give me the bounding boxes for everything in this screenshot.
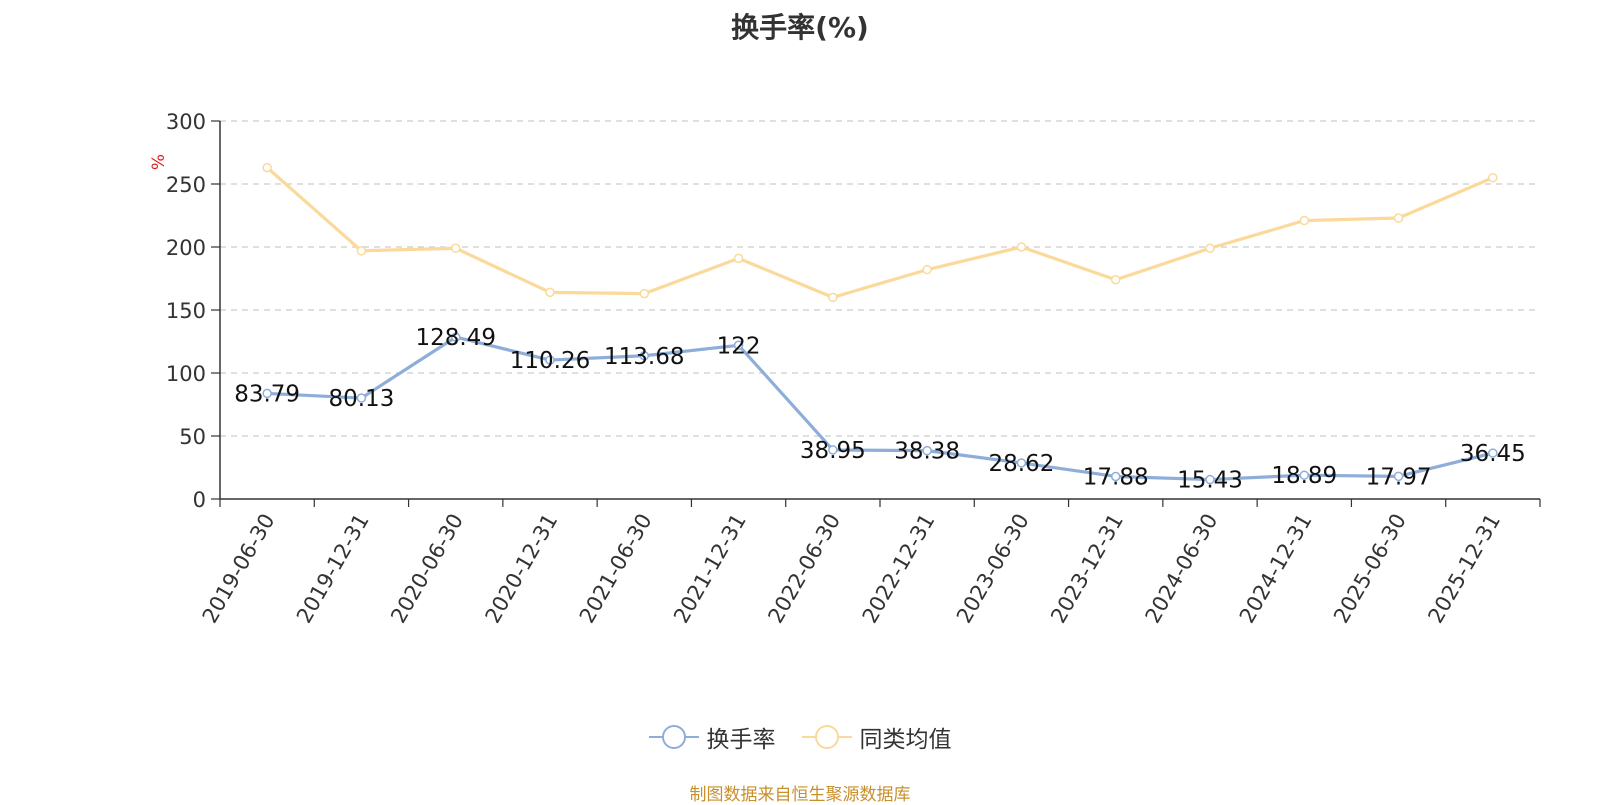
data-point-0 (828, 445, 838, 455)
data-point-0 (356, 393, 367, 403)
x-tick-label: 2021-06-30 (575, 510, 657, 628)
x-tick-label: 2022-06-30 (763, 510, 845, 628)
chart-title: 换手率(%) (731, 11, 869, 44)
y-tick-label: 50 (179, 425, 206, 449)
data-point-1 (1488, 172, 1498, 183)
legend-peer-average-icon (801, 725, 852, 749)
data-point-1 (1393, 213, 1404, 223)
legend-turnover-icon (648, 725, 699, 749)
data-label: 122 (717, 333, 761, 359)
data-label: 38.95 (800, 438, 866, 464)
data-point-1 (262, 162, 272, 173)
x-tick-label: 2024-12-31 (1235, 510, 1317, 628)
x-tick-label: 2020-12-31 (481, 510, 563, 628)
x-tick-label: 2021-12-31 (669, 510, 751, 628)
data-point-0 (1299, 470, 1310, 480)
data-point-1 (1110, 275, 1121, 285)
y-tick-label: 100 (166, 362, 206, 386)
legend-label-peer-average: 同类均值 (859, 727, 952, 753)
x-tick-label: 2025-06-30 (1329, 510, 1411, 628)
data-point-0 (1393, 471, 1404, 482)
data-point-0 (1110, 471, 1121, 482)
y-axis-unit-label: % (149, 154, 169, 170)
data-label: 17.97 (1366, 464, 1432, 490)
series-line-1 (266, 166, 1494, 299)
legend: 换手率 同类均值 (0, 720, 1600, 754)
data-label: 15.43 (1177, 468, 1243, 494)
legend-item-peer-average[interactable]: 同类均值 (801, 720, 952, 754)
y-tick-label: 300 (166, 110, 206, 134)
data-point-0 (922, 445, 932, 456)
data-point-0 (1205, 474, 1215, 485)
x-tick-label: 2022-12-31 (858, 509, 940, 627)
data-point-1 (828, 292, 838, 303)
data-label: 38.38 (894, 439, 960, 465)
x-tick-label: 2025-12-31 (1423, 510, 1505, 628)
x-tick-label: 2024-06-30 (1141, 510, 1223, 628)
y-tick-label: 0 (193, 488, 206, 512)
x-tick-label: 2023-06-30 (952, 510, 1034, 628)
x-tick-label: 2019-12-31 (292, 510, 374, 628)
series-line-0 (267, 335, 1494, 482)
data-point-0 (450, 332, 461, 342)
x-tick-label: 2019-06-30 (198, 510, 280, 628)
data-point-0 (1016, 458, 1027, 468)
data-point-1 (545, 287, 555, 298)
data-source-note: 制图数据来自恒生聚源数据库 (689, 785, 911, 805)
x-tick-label: 2023-12-31 (1046, 510, 1128, 628)
data-label: 113.68 (604, 344, 684, 370)
data-label: 36.45 (1460, 441, 1526, 467)
data-point-1 (450, 243, 461, 254)
data-label: 17.88 (1083, 464, 1149, 490)
data-point-1 (733, 253, 744, 264)
y-tick-label: 150 (166, 299, 206, 323)
data-point-1 (922, 264, 932, 275)
data-label: 83.79 (234, 381, 300, 407)
data-point-0 (639, 351, 650, 361)
data-point-0 (545, 355, 555, 365)
data-point-1 (639, 288, 650, 299)
data-point-1 (1205, 243, 1215, 254)
x-tick-label: 2020-06-30 (386, 510, 468, 628)
data-label: 128.49 (415, 325, 495, 351)
data-label: 28.62 (988, 451, 1054, 477)
data-label: 18.89 (1271, 463, 1337, 489)
legend-item-turnover[interactable]: 换手率 (648, 720, 776, 754)
data-point-1 (1016, 242, 1027, 252)
data-point-1 (1299, 215, 1310, 226)
data-point-1 (356, 246, 367, 256)
data-point-0 (262, 388, 272, 399)
data-label: 110.26 (510, 348, 590, 374)
data-point-0 (1488, 448, 1498, 458)
data-label: 80.13 (328, 386, 394, 412)
legend-label-turnover: 换手率 (706, 727, 776, 753)
y-tick-label: 200 (166, 236, 206, 260)
data-point-0 (733, 340, 744, 351)
y-tick-label: 250 (166, 173, 206, 197)
